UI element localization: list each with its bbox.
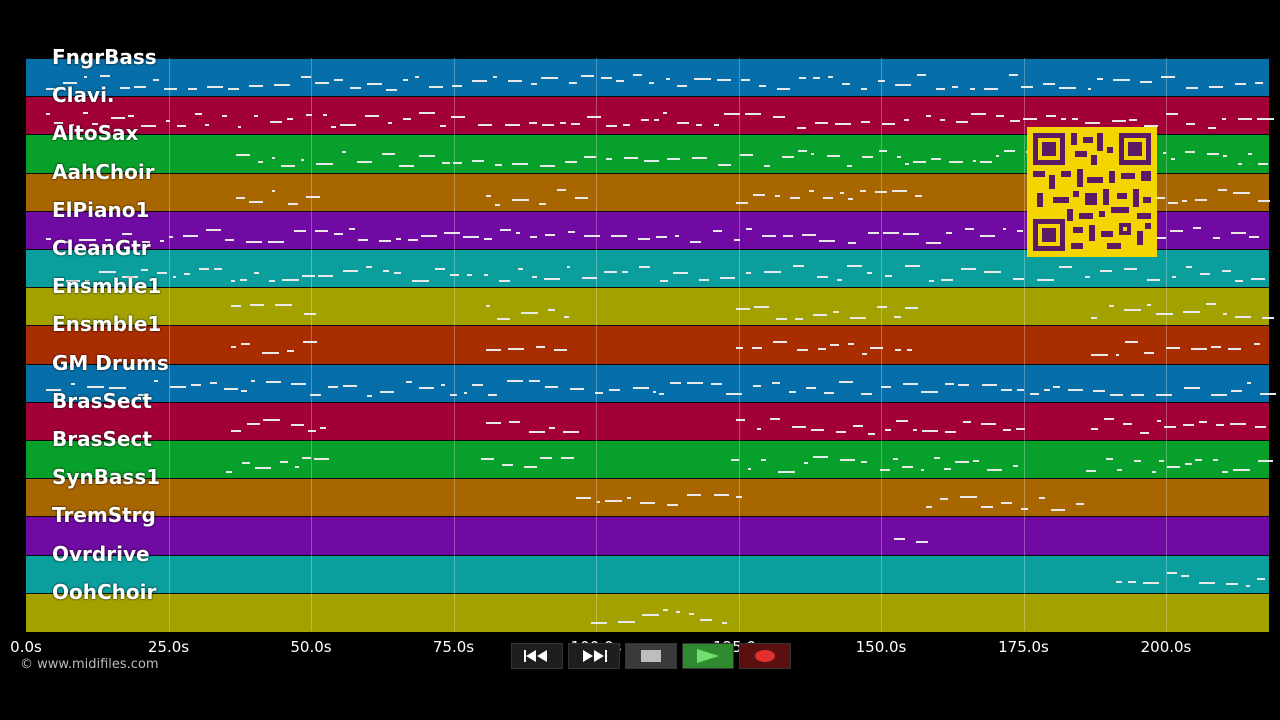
track-lane[interactable] (26, 440, 1269, 480)
play-button[interactable] (682, 643, 734, 669)
time-tick-label: 75.0s (432, 638, 475, 656)
track-name-label: CleanGtr (52, 236, 151, 260)
transport-controls (511, 643, 791, 669)
play-icon (697, 649, 719, 663)
time-tick-label: 50.0s (290, 638, 332, 656)
qr-code (1027, 127, 1157, 257)
track-lane[interactable] (26, 478, 1269, 518)
track-name-label: ElPiano1 (52, 197, 150, 222)
track-name-label: BrasSect (52, 427, 152, 451)
track-lane[interactable] (26, 325, 1269, 365)
track-name-label: SynBass1 (52, 465, 161, 490)
track-name-label: OohChoir (52, 579, 157, 604)
time-tick-label: 200.0s (1140, 638, 1192, 656)
track-name-label: TremStrg (52, 503, 156, 528)
copyright-text: © www.midifiles.com (20, 657, 159, 672)
qr-code-image (1027, 127, 1157, 257)
time-tick-label: 175.0s (998, 638, 1049, 656)
rewind-button[interactable] (511, 643, 563, 669)
track-name-label: AahChoir (52, 159, 155, 184)
track-name-label: GM Drums (52, 350, 169, 375)
track-name-label: Ensmble1 (52, 312, 162, 337)
track-name-label: Ovrdrive (52, 541, 150, 566)
fast-forward-icon (583, 650, 607, 662)
track-name-label: FngrBass (52, 45, 157, 69)
track-lane[interactable] (26, 516, 1269, 556)
stop-button[interactable] (625, 643, 677, 669)
track-name-label: AltoSax (52, 121, 139, 146)
time-tick-label: 0.0s (10, 638, 42, 656)
track-lane[interactable] (26, 592, 1269, 632)
time-tick-label: 25.0s (147, 638, 190, 656)
fast-forward-button[interactable] (568, 643, 620, 669)
time-tick-label: 150.0s (855, 638, 907, 656)
track-lane[interactable] (26, 401, 1269, 441)
stop-icon (641, 650, 661, 662)
track-lane[interactable] (26, 287, 1269, 327)
rewind-icon (524, 650, 547, 662)
record-button[interactable] (739, 643, 791, 669)
track-lane[interactable] (26, 363, 1269, 403)
track-name-label: Clavi. (52, 83, 115, 108)
record-icon (755, 650, 775, 662)
track-lane[interactable] (26, 554, 1269, 594)
track-name-label: BrasSect (52, 388, 152, 413)
track-lane[interactable] (26, 58, 1269, 98)
track-name-label: Ensmble1 (52, 274, 162, 299)
